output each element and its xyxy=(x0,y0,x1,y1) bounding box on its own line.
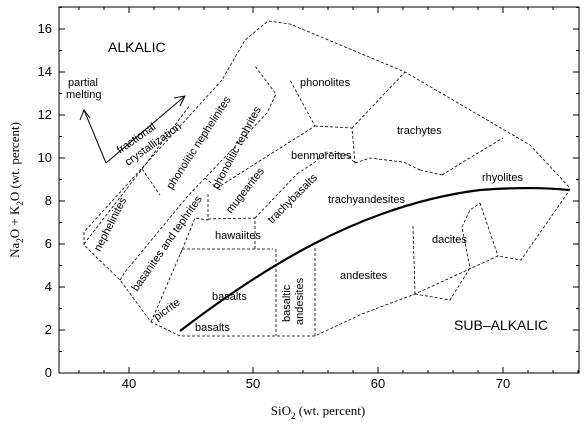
outer-envelope xyxy=(83,20,571,337)
trend-arrows xyxy=(79,95,186,164)
zone-label-trachyandesites: trachyandesites xyxy=(328,194,406,206)
zone-label-basaltic: basaltic xyxy=(281,284,293,322)
zone-label-trachytes: trachytes xyxy=(397,125,442,137)
alkalic-subalkalic-divide xyxy=(179,187,570,332)
x-tick-label: 60 xyxy=(371,376,385,391)
label-melting: melting xyxy=(66,89,101,101)
x-tick-label: 70 xyxy=(496,376,510,391)
zone-label-basalts-lower: basalts xyxy=(195,322,230,334)
zone-label-basaltic-andesites: andesites xyxy=(294,277,306,325)
zone-label-rhyolites: rhyolites xyxy=(482,172,523,184)
zone-label-phonolites: phonolites xyxy=(300,77,351,89)
y-tick-label: 4 xyxy=(45,279,52,294)
x-tick-label: 50 xyxy=(246,376,260,391)
y-tick-label: 14 xyxy=(38,64,52,79)
arrow-up-right-head xyxy=(173,95,186,107)
y-tick-label: 8 xyxy=(45,193,52,208)
zone-label-andesites: andesites xyxy=(340,270,388,282)
y-tick-label: 10 xyxy=(38,150,52,165)
y-axis-title: Na2O + K2O (wt. percent) xyxy=(7,122,25,258)
region-label-alkalic: ALKALIC xyxy=(108,39,166,55)
arrow-up-left xyxy=(83,109,107,164)
y-tick-label: 16 xyxy=(38,21,52,36)
field-boundaries xyxy=(83,20,571,337)
zone-label-nephelinites: nephelinites xyxy=(92,195,130,253)
zone-label-basalts-upper: basalts xyxy=(212,291,247,303)
tick-marks xyxy=(59,7,579,374)
zone-label-hawaiites: hawaiites xyxy=(215,230,261,242)
y-tick-label: 6 xyxy=(45,236,52,251)
label-partial: partial xyxy=(68,77,98,89)
zone-label-picrite: picrite xyxy=(152,296,183,323)
y-tick-label: 0 xyxy=(45,365,52,380)
arrow-up-right xyxy=(105,95,186,164)
arrow-up-left-head xyxy=(79,108,91,121)
x-tick-label: 40 xyxy=(122,376,136,391)
zone-label-benmoreites: benmoreites xyxy=(291,150,352,162)
y-tick-label: 2 xyxy=(45,322,52,337)
region-label-subalkalic: SUB–ALKALIC xyxy=(454,317,548,333)
zone-label-dacites: dacites xyxy=(432,234,467,246)
y-tick-label: 12 xyxy=(38,107,52,122)
x-axis-title: SiO2 (wt. percent) xyxy=(271,403,365,421)
plot-frame xyxy=(58,6,580,374)
zone-label-basanites-and-tephrites: basanites and tephrites xyxy=(130,193,205,293)
